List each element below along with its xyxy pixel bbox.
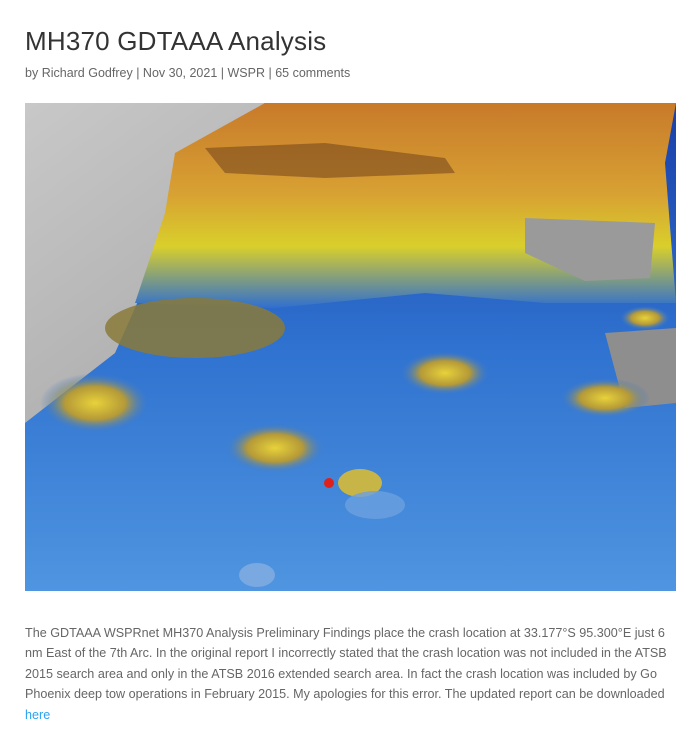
- ridge: [205, 143, 455, 178]
- seamount: [40, 373, 150, 433]
- meta-separator: |: [268, 66, 272, 80]
- seamount: [560, 378, 650, 418]
- grey-patch: [525, 218, 655, 281]
- plateau: [105, 298, 285, 358]
- seamount: [225, 423, 325, 473]
- category-link[interactable]: WSPR: [227, 66, 266, 80]
- meta-date: Nov 30, 2021: [142, 66, 218, 80]
- meta-by: by: [25, 66, 39, 80]
- seamount: [345, 491, 405, 519]
- download-link[interactable]: here: [25, 707, 51, 722]
- post-title: MH370 GDTAAA Analysis: [25, 26, 327, 56]
- seamount: [239, 563, 275, 587]
- seamount: [338, 469, 382, 497]
- post-body: The GDTAAA WSPRnet MH370 Analysis Prelim…: [25, 623, 680, 725]
- seamount: [620, 306, 670, 330]
- featured-image: [25, 103, 676, 591]
- seamount: [400, 351, 490, 395]
- meta-separator: |: [136, 66, 140, 80]
- crash-marker: [324, 478, 334, 488]
- post-meta: by Richard Godfrey | Nov 30, 2021 | WSPR…: [25, 66, 350, 80]
- comments-link[interactable]: 65 comments: [275, 66, 351, 80]
- author-link[interactable]: Richard Godfrey: [41, 66, 133, 80]
- meta-separator: |: [220, 66, 225, 80]
- body-text: The GDTAAA WSPRnet MH370 Analysis Prelim…: [25, 626, 667, 702]
